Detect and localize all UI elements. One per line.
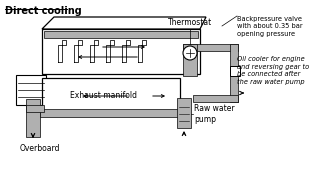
Bar (230, 44, 238, 102)
Bar (183, 44, 197, 76)
Circle shape (183, 46, 197, 60)
Text: Direct cooling: Direct cooling (5, 6, 82, 16)
Text: Exhaust manifold: Exhaust manifold (70, 91, 137, 100)
Bar (42, 29, 200, 74)
Text: Overboard: Overboard (20, 144, 60, 153)
Bar (26, 99, 40, 137)
Text: Raw water
pump: Raw water pump (194, 104, 235, 124)
Text: Backpressure valve
with about 0.35 bar
opening pressure: Backpressure valve with about 0.35 bar o… (237, 16, 303, 37)
Polygon shape (42, 17, 206, 29)
Bar (193, 95, 238, 102)
Bar (230, 66, 240, 76)
Bar (16, 75, 46, 105)
Bar (44, 31, 198, 38)
Bar (26, 105, 44, 112)
Bar (183, 44, 238, 51)
Bar (42, 78, 180, 112)
Text: Oil cooler for engine
and reversing gear to
be connected after
the raw water pum: Oil cooler for engine and reversing gear… (237, 56, 309, 85)
Bar (177, 98, 191, 128)
Bar (40, 109, 182, 117)
Text: Thermostat: Thermostat (168, 18, 212, 27)
